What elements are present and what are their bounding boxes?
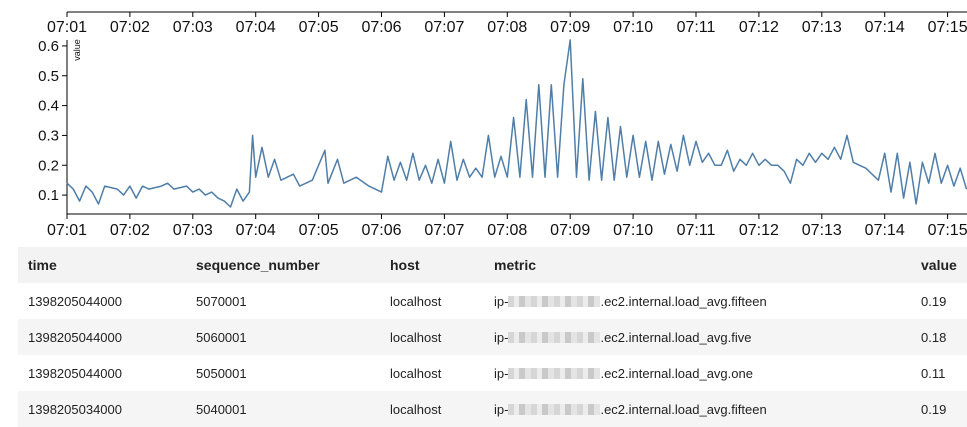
x-tick-label-top: 07:12 xyxy=(739,19,779,36)
cell-value: 0.19 xyxy=(921,293,947,309)
x-tick-label-bottom: 07:12 xyxy=(739,222,779,239)
metric-suffix: .ec2.internal.load_avg.five xyxy=(600,329,752,345)
x-tick-label-top: 07:06 xyxy=(361,19,401,36)
x-tick-label-top: 07:08 xyxy=(487,19,527,36)
column-header-sequence-number[interactable]: sequence_number xyxy=(186,247,380,283)
x-tick-label-bottom: 07:13 xyxy=(802,222,842,239)
x-tick-label-top: 07:05 xyxy=(299,19,339,36)
redacted-hostname xyxy=(508,367,601,379)
table-row: 1398205044000 5050001 localhost ip- .ec2.… xyxy=(18,355,967,391)
redacted-hostname xyxy=(508,331,601,343)
y-tick-label: 0.3 xyxy=(38,127,59,144)
cell-metric: ip- .ec2.internal.load_avg.fifteen xyxy=(484,283,911,319)
x-tick-label-bottom: 07:07 xyxy=(424,222,464,239)
x-tick-label-bottom: 07:02 xyxy=(110,222,150,239)
y-tick-label: 0.4 xyxy=(38,98,59,115)
data-table: time sequence_number host metric value 1… xyxy=(18,247,967,427)
metric-prefix: ip- xyxy=(494,365,509,381)
x-tick-label-top: 07:14 xyxy=(865,19,905,36)
cell-metric: ip- .ec2.internal.load_avg.one xyxy=(484,355,911,391)
cell-value: 0.11 xyxy=(921,365,946,381)
y-tick-label: 0.6 xyxy=(38,38,59,55)
metric-suffix: .ec2.internal.load_avg.one xyxy=(600,365,753,381)
x-tick-label-top: 07:04 xyxy=(236,19,276,36)
column-header-metric[interactable]: metric xyxy=(484,247,911,283)
x-tick-label-bottom: 07:09 xyxy=(550,222,590,239)
x-tick-label-bottom: 07:06 xyxy=(361,222,401,239)
cell-sequence-number: 5040001 xyxy=(186,391,380,427)
cell-time: 1398205044000 xyxy=(28,365,122,381)
x-tick-label-top: 07:15 xyxy=(928,19,967,36)
column-header-value[interactable]: value xyxy=(911,247,967,283)
cell-sequence-number: 5050001 xyxy=(196,365,247,381)
table-row: 1398205044000 5070001 localhost ip- .ec2.… xyxy=(18,283,967,319)
x-tick-label-top: 07:03 xyxy=(173,19,213,36)
cell-sequence-number: 5070001 xyxy=(196,293,247,309)
x-tick-label-bottom: 07:08 xyxy=(487,222,527,239)
x-tick-label-top: 07:01 xyxy=(47,19,87,36)
x-tick-label-top: 07:07 xyxy=(424,19,464,36)
x-tick-label-bottom: 07:05 xyxy=(299,222,339,239)
line-chart: 07:01 07:01 07:02 07:02 07:03 07:03 07:04 07:04… xyxy=(38,11,967,239)
y-axis-label: value xyxy=(72,39,82,61)
cell-time: 1398205034000 xyxy=(18,391,186,427)
x-tick-label-top: 07:09 xyxy=(550,19,590,36)
x-tick-label-bottom: 07:11 xyxy=(677,222,716,239)
x-tick-label-bottom: 07:01 xyxy=(47,222,87,239)
table-row: 1398205034000 5040001 localhost ip- .ec2.… xyxy=(18,391,967,427)
cell-host: localhost xyxy=(380,319,484,355)
x-tick-label-top: 07:11 xyxy=(677,19,716,36)
x-tick-label-bottom: 07:03 xyxy=(173,222,213,239)
x-tick-label-bottom: 07:14 xyxy=(865,222,905,239)
x-tick-label-top: 07:10 xyxy=(613,19,653,36)
x-tick-label-bottom: 07:10 xyxy=(613,222,653,239)
metric-prefix: ip- xyxy=(494,329,509,345)
y-tick-label: 0.5 xyxy=(38,68,59,85)
series-line xyxy=(66,39,967,208)
metric-suffix: .ec2.internal.load_avg.fifteen xyxy=(600,293,767,309)
column-header-time[interactable]: time xyxy=(18,247,186,283)
cell-metric: ip- .ec2.internal.load_avg.fifteen xyxy=(484,391,911,427)
metric-prefix: ip- xyxy=(494,293,509,309)
cell-host: localhost xyxy=(390,293,442,309)
x-tick-label-bottom: 07:04 xyxy=(236,222,276,239)
column-header-host[interactable]: host xyxy=(380,247,484,283)
cell-sequence-number: 5060001 xyxy=(186,319,380,355)
redacted-hostname xyxy=(508,295,601,307)
cell-value: 0.18 xyxy=(911,319,967,355)
x-tick-label-top: 07:02 xyxy=(110,19,150,36)
metric-suffix: .ec2.internal.load_avg.fifteen xyxy=(600,401,767,417)
table-header-row: time sequence_number host metric value xyxy=(18,247,967,283)
chart-svg: 07:01 07:01 07:02 07:02 07:03 07:03 07:04 07:04… xyxy=(38,11,967,239)
cell-host: localhost xyxy=(390,365,442,381)
metric-prefix: ip- xyxy=(494,401,509,417)
cell-time: 1398205044000 xyxy=(28,293,122,309)
cell-time: 1398205044000 xyxy=(18,319,186,355)
cell-metric: ip- .ec2.internal.load_avg.five xyxy=(484,319,911,355)
x-tick-label-bottom: 07:15 xyxy=(928,222,967,239)
cell-value: 0.19 xyxy=(911,391,967,427)
table-row: 1398205044000 5060001 localhost ip- .ec2.… xyxy=(18,319,967,355)
x-tick-label-top: 07:13 xyxy=(802,19,842,36)
y-tick-label: 0.2 xyxy=(38,157,59,174)
cell-host: localhost xyxy=(380,391,484,427)
y-tick-label: 0.1 xyxy=(38,187,59,204)
redacted-hostname xyxy=(508,403,601,415)
